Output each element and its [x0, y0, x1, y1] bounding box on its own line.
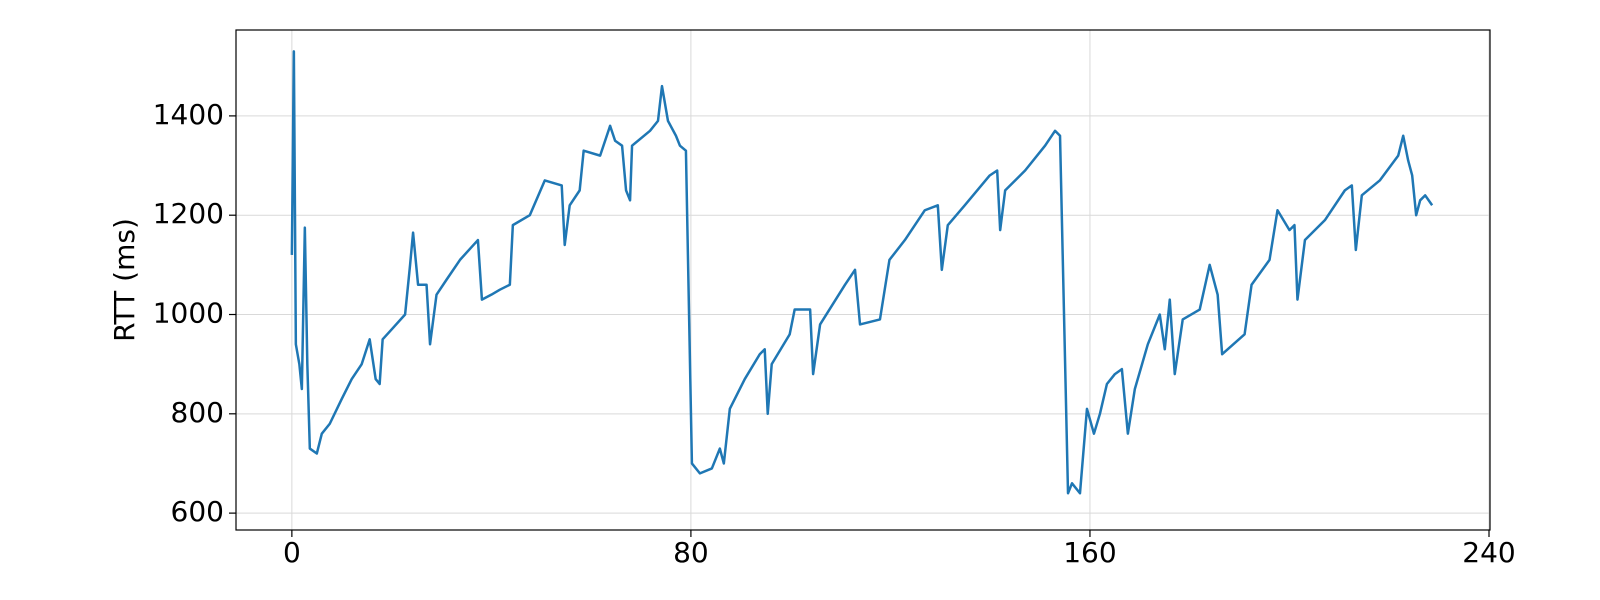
x-tick-label: 0: [283, 536, 301, 569]
plot-frame: [235, 29, 1491, 531]
data-line: [290, 50, 1434, 495]
y-tick-label: 600: [171, 495, 224, 528]
x-tick-label: 80: [673, 536, 709, 569]
y-tick-label: 1200: [153, 197, 224, 230]
y-tick-label: 1000: [153, 297, 224, 330]
x-tick-label: 240: [1462, 536, 1515, 569]
y-tick-label: 800: [171, 396, 224, 429]
y-tick-label: 1400: [153, 98, 224, 131]
x-tick-label: 160: [1063, 536, 1116, 569]
y-axis-label: RTT (ms): [108, 218, 141, 342]
